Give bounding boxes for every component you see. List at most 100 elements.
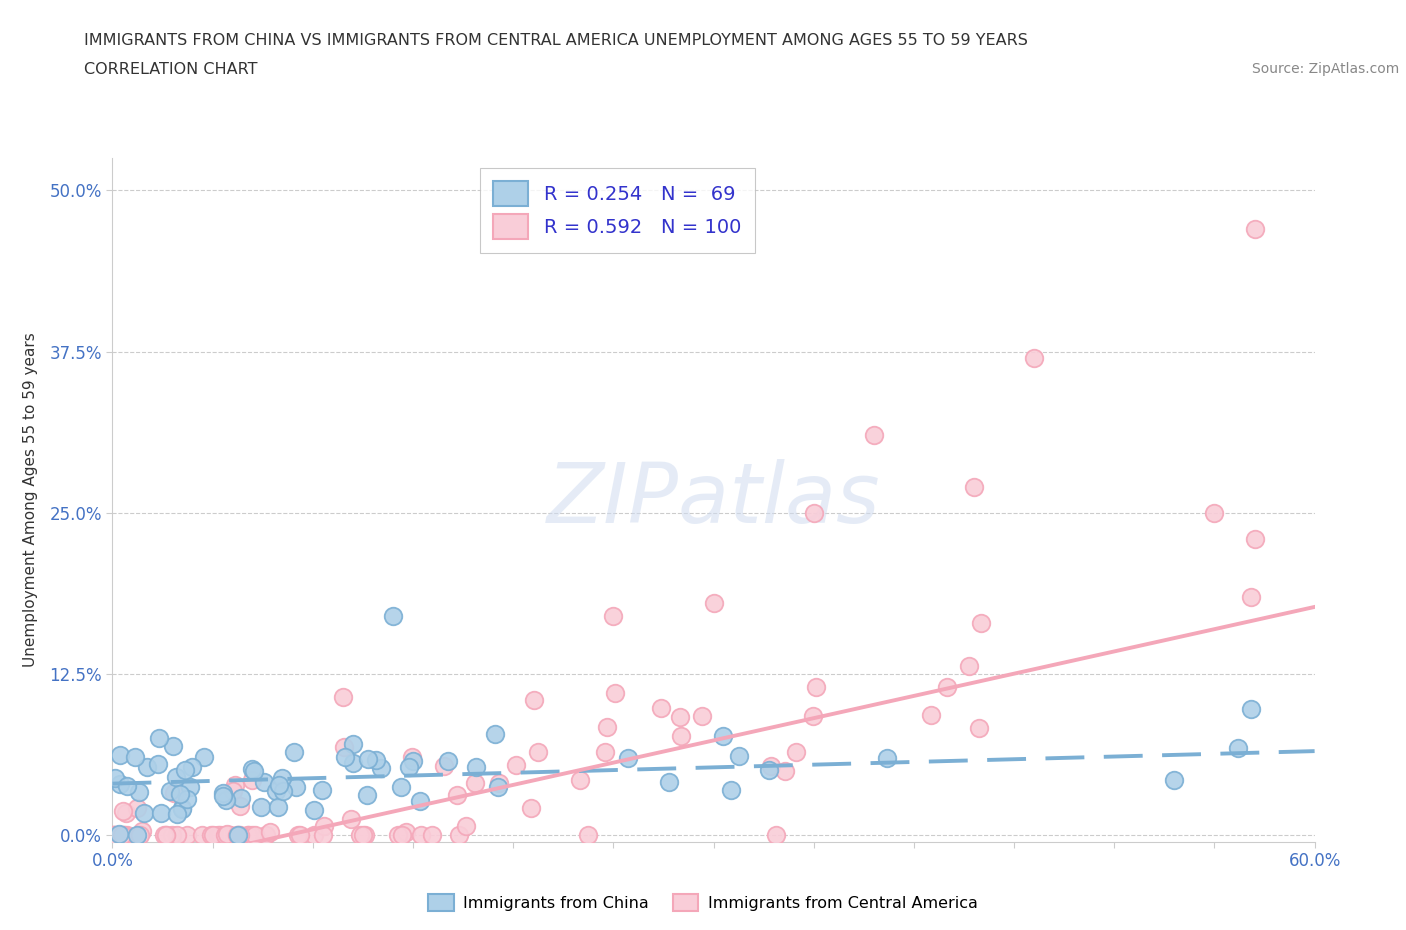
Point (238, 828, 260, 843)
Point (963, 480, 986, 495)
Point (193, 750, 215, 764)
Point (243, 828, 266, 843)
Point (240, 828, 263, 843)
Point (162, 785, 184, 800)
Point (166, 828, 188, 843)
Point (863, 428, 886, 443)
Point (398, 759, 420, 774)
Point (702, 595, 725, 610)
Point (152, 828, 174, 843)
Point (342, 737, 364, 751)
Point (758, 763, 780, 777)
Point (132, 805, 155, 820)
Point (212, 786, 235, 801)
Point (103, 828, 125, 843)
Point (464, 776, 486, 790)
Point (224, 777, 246, 792)
Point (411, 828, 433, 843)
Point (287, 828, 309, 843)
Point (488, 776, 510, 790)
Y-axis label: Unemployment Among Ages 55 to 59 years: Unemployment Among Ages 55 to 59 years (24, 333, 38, 667)
Point (728, 748, 751, 763)
Point (920, 708, 942, 723)
Point (1227, 740, 1250, 755)
Point (176, 828, 198, 843)
Point (170, 801, 193, 816)
Point (302, 803, 325, 817)
Point (160, 828, 183, 843)
Point (285, 779, 308, 794)
Point (243, 764, 266, 778)
Point (149, 805, 172, 820)
Point (215, 827, 238, 842)
Point (166, 806, 188, 821)
Point (1204, 505, 1226, 520)
Point (112, 828, 135, 843)
Text: Source: ZipAtlas.com: Source: ZipAtlas.com (1251, 62, 1399, 76)
Point (420, 828, 443, 843)
Point (155, 828, 177, 843)
Point (162, 739, 184, 754)
Point (1243, 221, 1265, 236)
Text: IMMIGRANTS FROM CHINA VS IMMIGRANTS FROM CENTRAL AMERICA UNEMPLOYMENT AMONG AGES: IMMIGRANTS FROM CHINA VS IMMIGRANTS FROM… (84, 33, 1028, 47)
Point (801, 709, 824, 724)
Point (311, 783, 333, 798)
Point (148, 730, 170, 745)
Point (124, 750, 146, 764)
Point (488, 780, 510, 795)
Point (217, 828, 239, 843)
Point (520, 801, 543, 816)
Point (658, 775, 681, 790)
Point (568, 773, 591, 788)
Point (264, 784, 287, 799)
Point (229, 798, 252, 813)
Point (312, 819, 335, 834)
Point (593, 744, 616, 759)
Point (1243, 531, 1265, 546)
Point (302, 828, 325, 843)
Text: CORRELATION CHART: CORRELATION CHART (84, 62, 257, 77)
Point (228, 828, 250, 843)
Point (112, 804, 135, 818)
Point (690, 708, 713, 723)
Point (765, 828, 787, 843)
Point (803, 505, 825, 520)
Point (110, 748, 132, 763)
Point (349, 828, 371, 843)
Point (283, 745, 305, 760)
Point (259, 824, 281, 839)
Point (389, 779, 412, 794)
Point (576, 828, 599, 843)
Point (267, 800, 290, 815)
Point (382, 608, 405, 623)
Point (104, 828, 127, 843)
Point (759, 759, 782, 774)
Point (356, 788, 378, 803)
Point (128, 784, 150, 799)
Point (135, 760, 157, 775)
Point (446, 788, 468, 803)
Point (226, 828, 249, 843)
Legend: Immigrants from China, Immigrants from Central America: Immigrants from China, Immigrants from C… (422, 888, 984, 917)
Point (523, 693, 546, 708)
Legend: R = 0.254   N =  69, R = 0.592   N = 100: R = 0.254 N = 69, R = 0.592 N = 100 (479, 167, 755, 253)
Point (332, 690, 354, 705)
Point (464, 760, 486, 775)
Point (254, 828, 277, 843)
Point (215, 793, 238, 808)
Point (720, 782, 742, 797)
Point (402, 754, 425, 769)
Point (103, 828, 125, 843)
Point (218, 828, 240, 843)
Point (231, 790, 253, 805)
Point (111, 828, 134, 843)
Point (596, 720, 619, 735)
Point (804, 680, 827, 695)
Point (340, 812, 363, 827)
Point (936, 679, 959, 694)
Point (236, 828, 259, 843)
Point (240, 762, 263, 777)
Point (505, 758, 527, 773)
Point (250, 800, 273, 815)
Point (395, 825, 418, 840)
